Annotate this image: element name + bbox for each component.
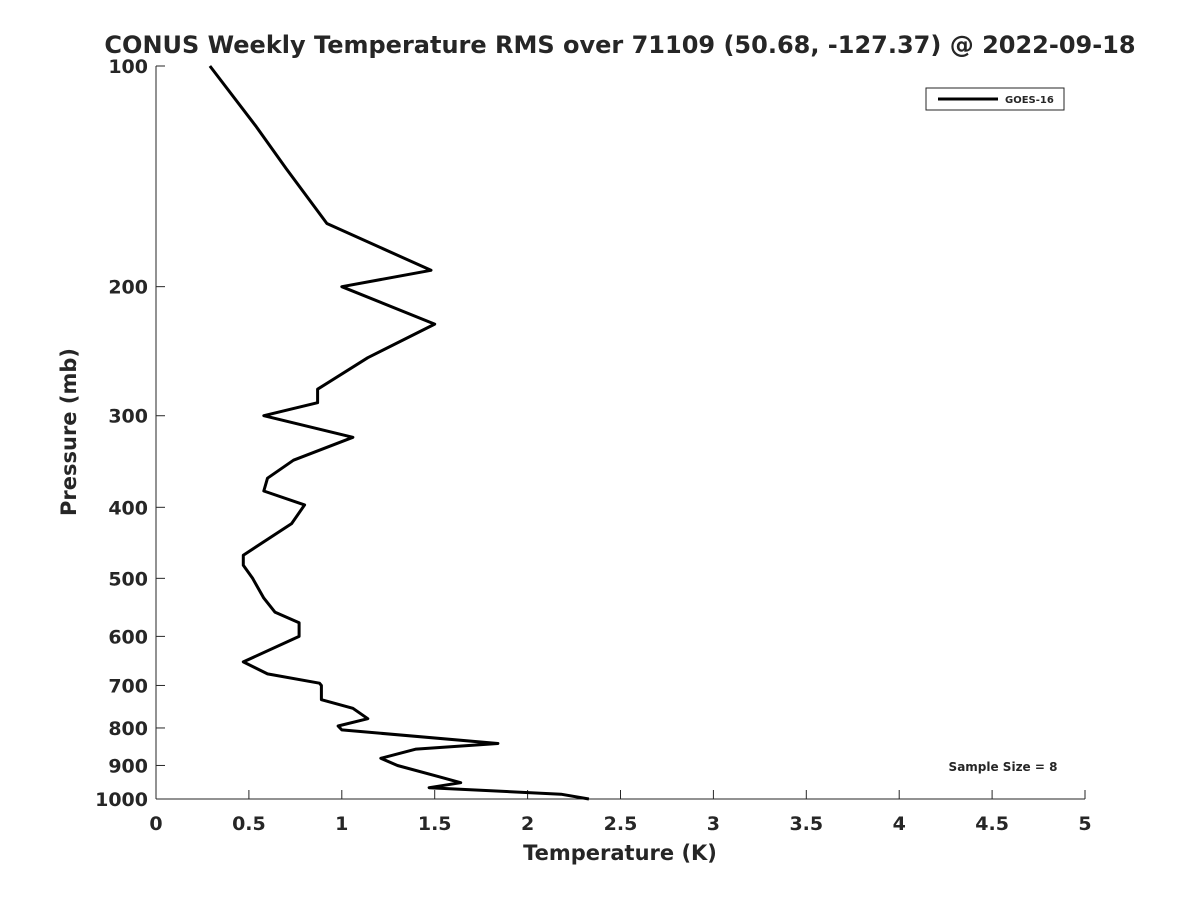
- x-tick-label: 2: [521, 813, 534, 835]
- x-tick-label: 4: [893, 813, 906, 835]
- chart-title: CONUS Weekly Temperature RMS over 71109 …: [104, 31, 1135, 59]
- x-tick-label: 0: [149, 813, 162, 835]
- y-tick-label: 500: [108, 568, 148, 590]
- x-ticks: 0 0.5 1 1.5 2 2.5 3 3.5 4 4.5 5: [149, 790, 1092, 835]
- sample-size-annotation: Sample Size = 8: [949, 760, 1058, 774]
- x-tick-label: 1.5: [418, 813, 452, 835]
- y-tick-label: 100: [108, 56, 148, 78]
- series-line-goes-16: [208, 65, 590, 801]
- x-tick-label: 5: [1078, 813, 1091, 835]
- series-group: [208, 65, 590, 801]
- legend: GOES-16: [925, 87, 1065, 111]
- plot-area: [155, 66, 1085, 800]
- y-tick-label: 900: [108, 755, 148, 777]
- plot-background: [156, 66, 1085, 799]
- legend-label-goes-16: GOES-16: [1005, 95, 1054, 106]
- x-tick-label: 2.5: [604, 813, 638, 835]
- x-axis-label: Temperature (K): [523, 841, 717, 865]
- x-tick-label: 3.5: [789, 813, 823, 835]
- y-tick-label: 700: [108, 675, 148, 697]
- x-tick-label: 3: [707, 813, 720, 835]
- y-axis-label: Pressure (mb): [57, 348, 81, 516]
- y-tick-label: 1000: [95, 789, 148, 811]
- x-tick-label: 0.5: [232, 813, 266, 835]
- y-tick-label: 200: [108, 277, 148, 299]
- x-tick-label: 4.5: [975, 813, 1009, 835]
- y-tick-label: 400: [108, 497, 148, 519]
- y-tick-label: 600: [108, 626, 148, 648]
- y-tick-label: 300: [108, 406, 148, 428]
- y-tick-label: 800: [108, 718, 148, 740]
- y-ticks: 100 200 300 400 500 600 700 800 900 1000: [95, 56, 165, 811]
- x-tick-label: 1: [335, 813, 348, 835]
